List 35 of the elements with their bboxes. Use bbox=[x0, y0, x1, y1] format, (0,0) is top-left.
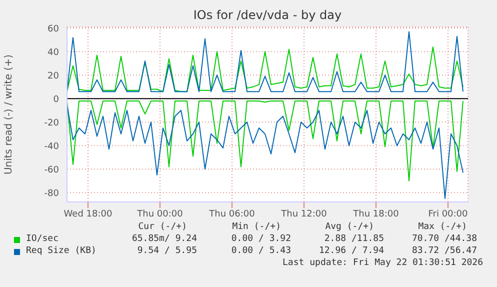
y-tick-label: -20 bbox=[44, 118, 60, 128]
text: 83.72 /56.47 bbox=[412, 246, 477, 256]
y-tick-label: 60 bbox=[48, 24, 60, 34]
x-tick-label: Thu 12:00 bbox=[280, 209, 328, 220]
line-series bbox=[67, 100, 464, 182]
text: Last update: Fri May 22 01:30:51 2026 bbox=[282, 258, 483, 268]
y-tick-label: 0 bbox=[53, 94, 60, 105]
text: Max (-/+) bbox=[417, 222, 467, 232]
y-tick-label: 20 bbox=[48, 71, 60, 82]
x-tick-label: Thu 06:00 bbox=[208, 209, 256, 220]
text: 65.85m/ 9.24 bbox=[130, 234, 197, 244]
y-tick-label: -60 bbox=[44, 165, 60, 176]
text: 0.00 / 5.43 bbox=[231, 246, 291, 256]
text: Avg (-/+) bbox=[324, 222, 374, 232]
chart-title: IOs for /dev/vda - by day bbox=[192, 8, 343, 22]
text: 12.96 / 7.94 bbox=[318, 246, 384, 256]
y-tick-label: -80 bbox=[44, 188, 60, 199]
line-series bbox=[67, 104, 464, 199]
text: 2.88 /11.85 bbox=[324, 234, 384, 244]
y-tick-label: 40 bbox=[48, 48, 60, 58]
text: 70.70 /44.38 bbox=[412, 234, 477, 244]
text: 9.54 / 5.95 bbox=[136, 246, 197, 256]
x-tick-label: Thu 00:00 bbox=[136, 209, 184, 220]
text: Min (-/+) bbox=[231, 222, 281, 232]
legend-label: Req Size (KB) bbox=[26, 246, 96, 256]
text: 0.00 / 3.92 bbox=[231, 234, 291, 244]
x-tick-label: Wed 18:00 bbox=[64, 209, 112, 220]
text: Cur (-/+) bbox=[137, 222, 187, 232]
x-tick-label: Fri 00:00 bbox=[428, 209, 468, 220]
x-tick-label: Thu 18:00 bbox=[352, 209, 400, 220]
y-tick-label: -40 bbox=[44, 142, 60, 152]
line-series bbox=[67, 31, 464, 92]
y-axis-title: Units read (-) / write (+) bbox=[4, 54, 15, 175]
line-series bbox=[67, 46, 464, 92]
legend-label: IO/sec bbox=[26, 234, 59, 244]
